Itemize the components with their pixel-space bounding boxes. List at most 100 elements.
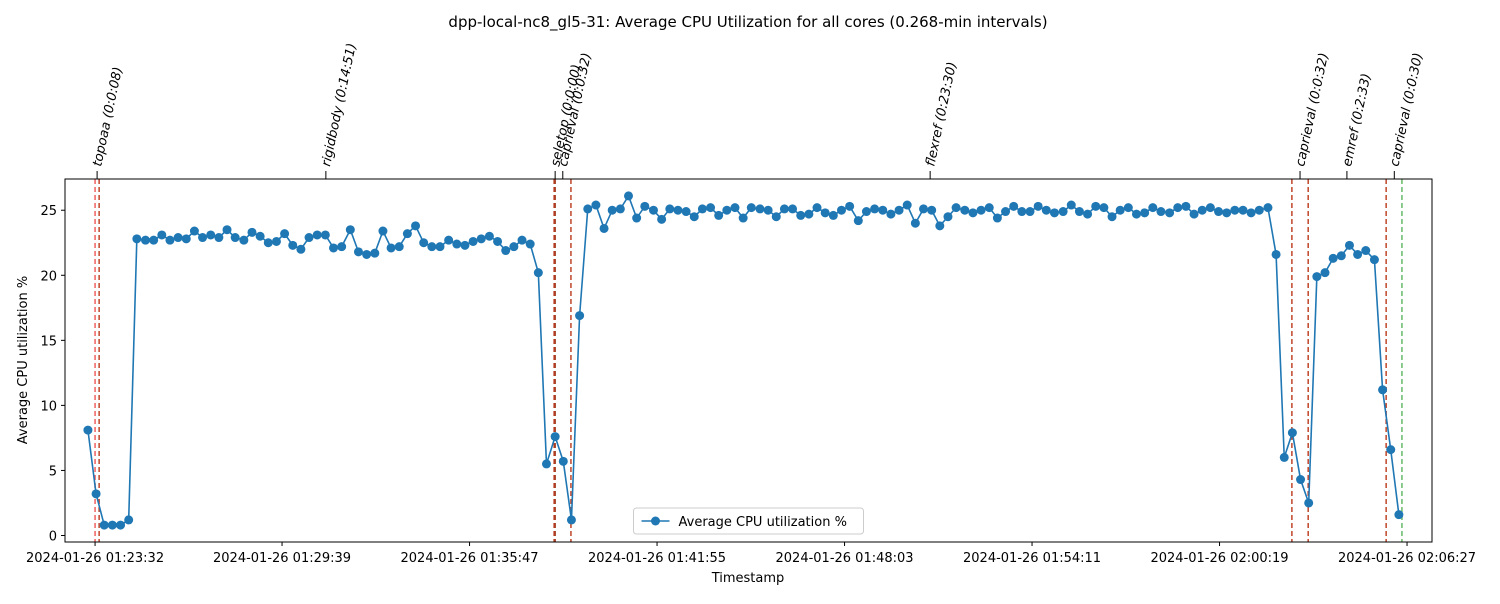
data-point bbox=[419, 238, 429, 248]
data-point bbox=[1271, 249, 1281, 259]
data-point bbox=[910, 218, 920, 228]
legend-box bbox=[633, 507, 864, 535]
y-tick-label: 5 bbox=[49, 464, 57, 479]
data-point bbox=[1394, 510, 1404, 520]
data-point bbox=[828, 210, 838, 220]
x-tick-label: 2024-01-26 01:35:47 bbox=[401, 551, 539, 566]
data-point bbox=[796, 210, 806, 220]
data-point bbox=[746, 203, 756, 213]
chart-title: dpp-local-nc8_gl5-31: Average CPU Utiliz… bbox=[448, 13, 1047, 32]
annotation: flexref (0:23:30) bbox=[923, 61, 960, 168]
data-point bbox=[493, 236, 503, 246]
data-point bbox=[1254, 205, 1264, 215]
y-axis-label: Average CPU utilization % bbox=[16, 276, 31, 444]
data-point bbox=[132, 234, 142, 244]
data-point bbox=[99, 520, 109, 530]
data-point bbox=[435, 242, 445, 252]
annotation: caprieval (0:0:32) bbox=[1293, 52, 1332, 168]
data-point bbox=[476, 234, 486, 244]
data-point bbox=[124, 515, 134, 525]
data-point bbox=[722, 205, 732, 215]
data-point bbox=[894, 205, 904, 215]
data-point bbox=[681, 207, 691, 217]
data-point bbox=[370, 248, 380, 258]
data-point bbox=[247, 227, 257, 237]
series-line bbox=[87, 194, 1400, 526]
data-point bbox=[239, 235, 249, 245]
data-point bbox=[1320, 268, 1330, 278]
data-point bbox=[1115, 205, 1125, 215]
y-tick-label: 15 bbox=[40, 334, 57, 349]
data-point bbox=[1378, 385, 1388, 395]
data-point bbox=[206, 230, 216, 240]
annotation: emref (0:2:33) bbox=[1340, 72, 1374, 168]
data-point bbox=[214, 233, 224, 243]
x-tick-label: 2024-01-26 01:29:39 bbox=[213, 551, 351, 566]
data-point bbox=[804, 209, 814, 219]
data-point bbox=[689, 212, 699, 222]
data-point bbox=[886, 209, 896, 219]
data-point bbox=[320, 230, 330, 240]
data-point bbox=[960, 205, 970, 215]
data-point bbox=[1344, 240, 1354, 250]
data-point bbox=[353, 247, 363, 257]
data-point bbox=[697, 204, 707, 214]
data-point bbox=[1205, 203, 1215, 213]
data-point bbox=[1156, 207, 1166, 217]
data-point bbox=[427, 242, 437, 252]
data-point bbox=[607, 205, 617, 215]
data-point bbox=[329, 243, 339, 253]
data-point bbox=[181, 234, 191, 244]
data-point bbox=[771, 212, 781, 222]
data-point bbox=[1131, 209, 1141, 219]
data-point bbox=[845, 201, 855, 211]
data-point bbox=[870, 204, 880, 214]
data-point bbox=[657, 214, 667, 224]
data-point bbox=[575, 311, 585, 321]
data-point bbox=[1001, 207, 1011, 217]
data-point bbox=[173, 233, 183, 243]
data-point bbox=[1049, 208, 1059, 218]
data-point bbox=[706, 203, 716, 213]
data-point bbox=[861, 207, 871, 217]
data-point bbox=[337, 242, 347, 252]
data-point bbox=[820, 208, 830, 218]
data-point bbox=[673, 205, 683, 215]
data-point bbox=[714, 210, 724, 220]
data-point bbox=[157, 230, 167, 240]
data-point bbox=[1074, 207, 1084, 217]
data-point bbox=[640, 201, 650, 211]
data-point bbox=[411, 221, 421, 231]
data-point bbox=[165, 235, 175, 245]
data-point bbox=[665, 204, 675, 214]
data-point bbox=[788, 204, 798, 214]
data-point bbox=[255, 231, 265, 241]
data-point bbox=[304, 233, 314, 243]
data-point bbox=[1263, 203, 1273, 213]
data-point bbox=[1025, 207, 1035, 217]
data-point bbox=[1083, 209, 1093, 219]
data-point bbox=[1197, 205, 1207, 215]
data-point bbox=[763, 205, 773, 215]
data-point bbox=[1009, 201, 1019, 211]
legend: Average CPU utilization % bbox=[633, 507, 864, 535]
data-point bbox=[566, 515, 576, 525]
data-point bbox=[1214, 207, 1224, 217]
data-point bbox=[558, 456, 568, 466]
data-point bbox=[583, 204, 593, 214]
data-point bbox=[525, 239, 535, 249]
data-point bbox=[624, 191, 634, 201]
data-point bbox=[378, 226, 388, 236]
data-point bbox=[107, 520, 117, 530]
data-point bbox=[1353, 249, 1363, 259]
data-point bbox=[263, 238, 273, 248]
data-point bbox=[189, 226, 199, 236]
data-point bbox=[444, 235, 454, 245]
data-point bbox=[1361, 246, 1371, 256]
data-point bbox=[1041, 205, 1051, 215]
data-point bbox=[1091, 201, 1101, 211]
data-point bbox=[141, 235, 151, 245]
data-point bbox=[1107, 212, 1117, 222]
data-point bbox=[648, 205, 658, 215]
